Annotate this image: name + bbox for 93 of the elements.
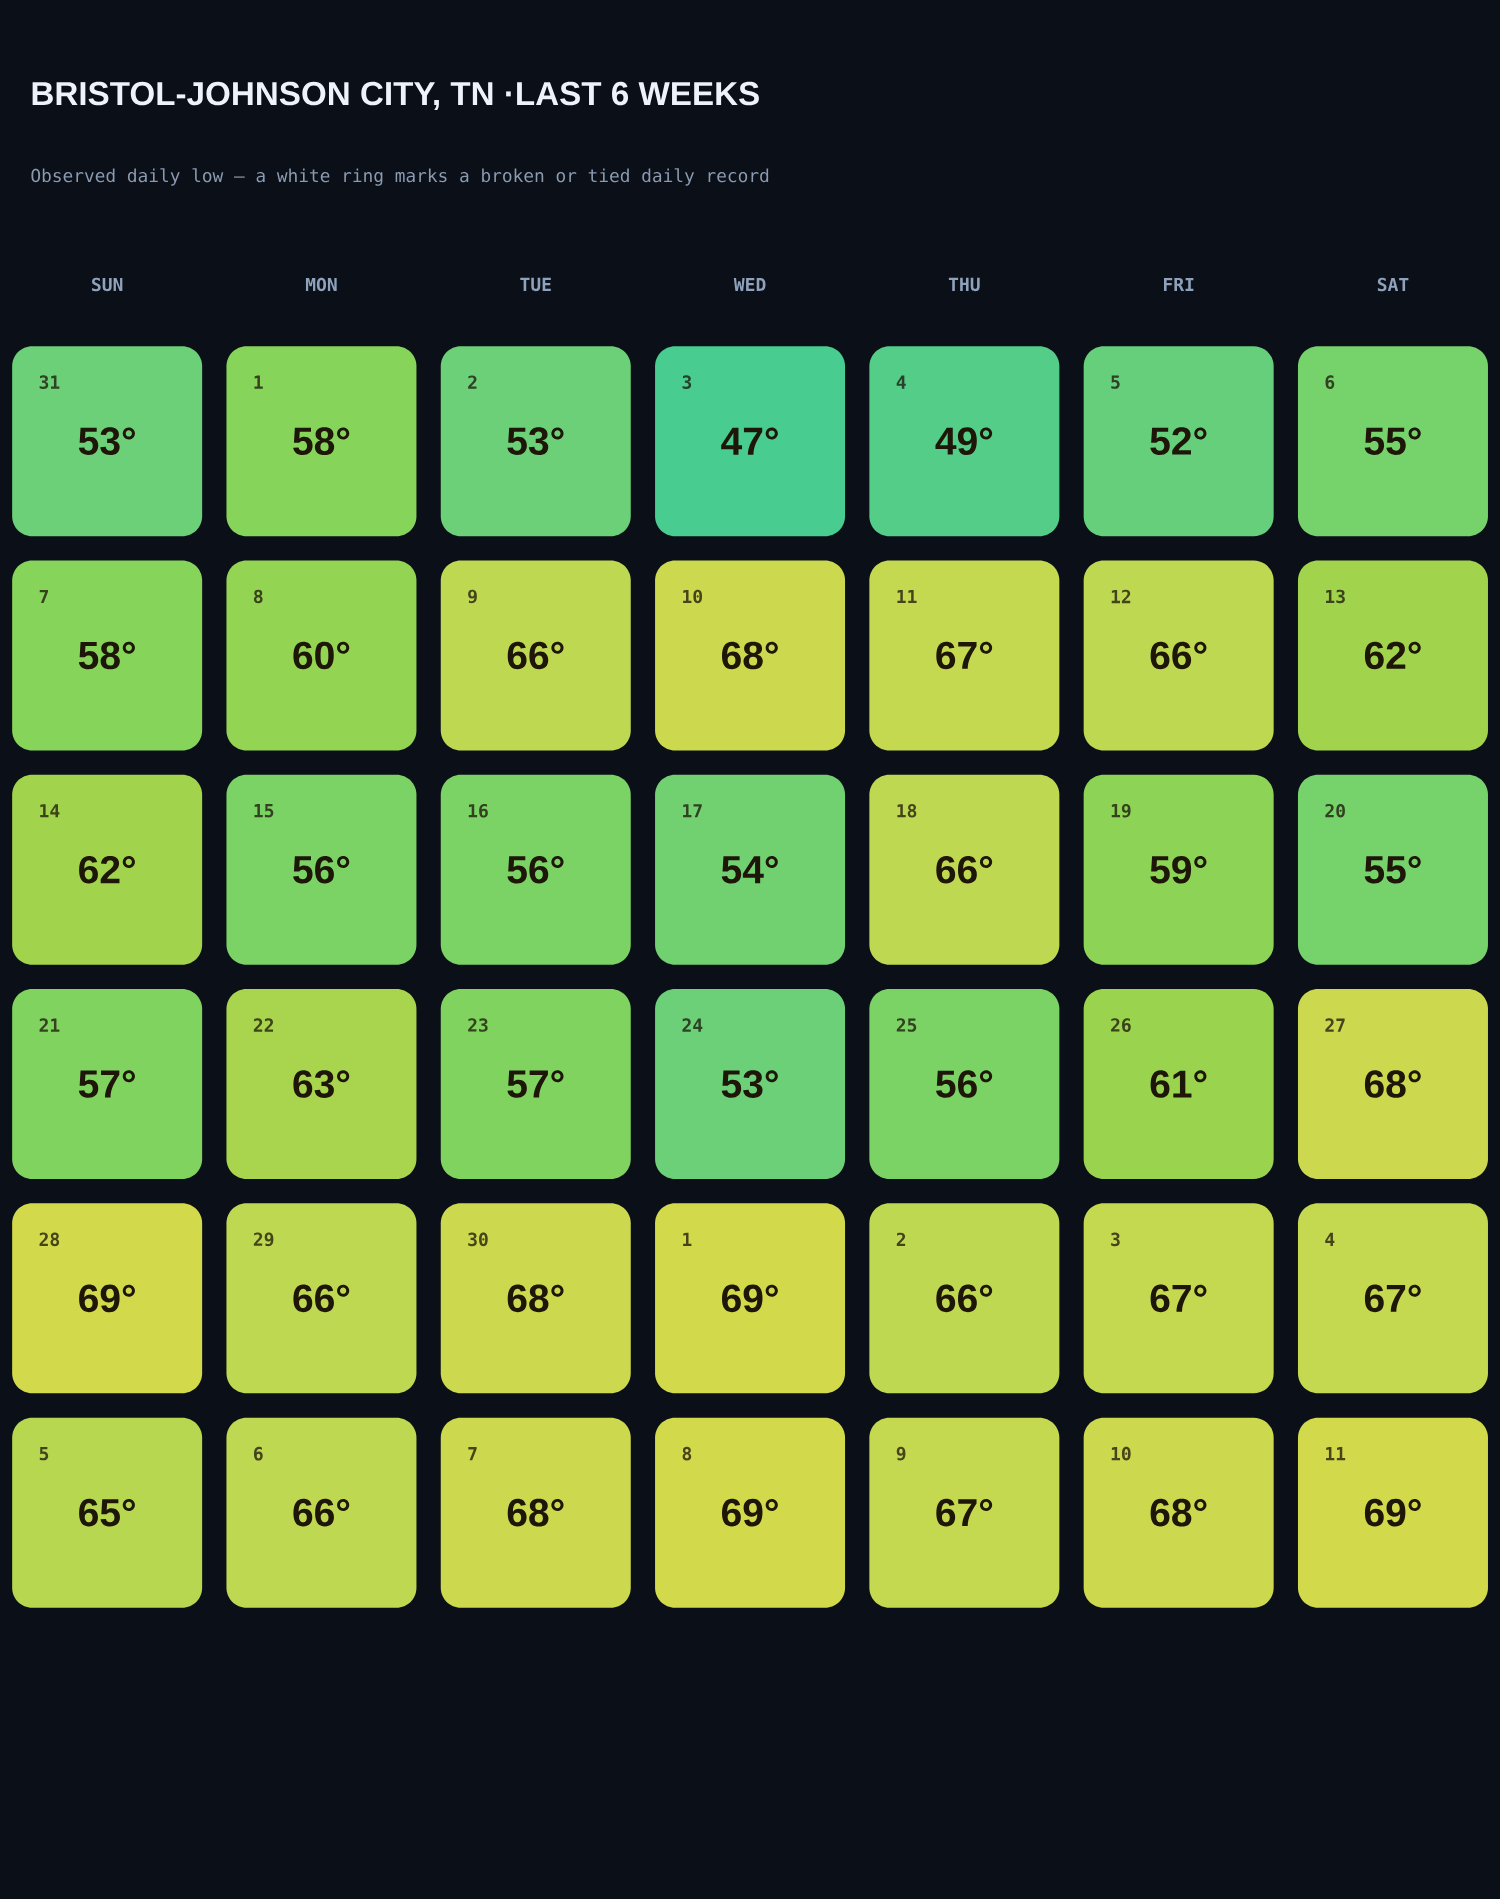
annotation: 8 bbox=[253, 589, 263, 604]
data-label: 57° bbox=[507, 1070, 564, 1098]
data-label: 56° bbox=[293, 855, 350, 884]
annotation: 5 bbox=[39, 1446, 49, 1461]
data-label: 59° bbox=[1150, 855, 1207, 884]
annotation: 4 bbox=[896, 375, 906, 389]
annotation: 29 bbox=[253, 1232, 274, 1247]
data-label: 53° bbox=[721, 1070, 778, 1098]
data-label: 56° bbox=[507, 855, 564, 884]
annotation: 17 bbox=[683, 804, 702, 818]
annotation: 3 bbox=[682, 375, 692, 389]
annotation: 2 bbox=[468, 375, 477, 389]
data-label: 47° bbox=[721, 427, 778, 455]
annotation: 27 bbox=[1325, 1018, 1345, 1032]
chart-title: BRISTOL-JOHNSON CITY, TN ·LAST 6 WEEKS bbox=[32, 81, 759, 111]
annotation: 15 bbox=[254, 804, 274, 818]
data-label: 67° bbox=[1364, 1284, 1421, 1313]
x-tick-label: MON bbox=[305, 277, 337, 292]
annotation: 5 bbox=[1111, 375, 1120, 389]
annotation: 12 bbox=[1111, 589, 1131, 604]
data-label: 56° bbox=[936, 1070, 993, 1098]
annotation: 21 bbox=[39, 1018, 60, 1032]
data-label: 61° bbox=[1150, 1070, 1207, 1098]
annotation: 1 bbox=[254, 375, 263, 389]
data-label: 60° bbox=[293, 641, 350, 670]
data-label: 62° bbox=[1364, 641, 1421, 670]
data-label: 68° bbox=[507, 1284, 564, 1313]
annotation: 9 bbox=[468, 589, 477, 604]
data-label: 66° bbox=[507, 641, 564, 670]
data-label: 66° bbox=[936, 855, 993, 884]
annotation: 4 bbox=[1325, 1232, 1335, 1246]
data-label: 53° bbox=[507, 427, 564, 455]
annotation: 9 bbox=[896, 1446, 906, 1461]
annotation: 24 bbox=[682, 1018, 703, 1032]
annotation: 8 bbox=[682, 1446, 692, 1461]
annotation: 2 bbox=[896, 1232, 906, 1247]
data-label: 55° bbox=[1364, 856, 1421, 884]
annotation: 1 bbox=[683, 1232, 692, 1246]
annotation: 3 bbox=[1111, 1232, 1120, 1247]
x-tick-label: TUE bbox=[520, 277, 551, 292]
data-label: 66° bbox=[293, 1284, 350, 1313]
data-label: 69° bbox=[1364, 1498, 1421, 1527]
data-label: 68° bbox=[722, 641, 778, 670]
data-label: 63° bbox=[293, 1070, 350, 1098]
data-label: 66° bbox=[936, 1284, 993, 1313]
annotation: 18 bbox=[897, 803, 917, 818]
x-tick-label: SAT bbox=[1377, 277, 1409, 292]
data-label: 68° bbox=[1364, 1070, 1421, 1098]
x-tick-label: WED bbox=[733, 277, 766, 292]
data-label: 49° bbox=[935, 427, 993, 455]
data-label: 65° bbox=[79, 1498, 135, 1527]
data-label: 66° bbox=[1150, 641, 1207, 670]
annotation: 26 bbox=[1111, 1018, 1131, 1032]
data-label: 58° bbox=[78, 641, 135, 670]
annotation: 6 bbox=[1325, 375, 1335, 389]
data-label: 57° bbox=[78, 1070, 135, 1098]
annotation: 28 bbox=[39, 1232, 60, 1247]
annotation: 10 bbox=[683, 589, 703, 604]
data-label: 68° bbox=[507, 1498, 564, 1527]
x-tick-label: FRI bbox=[1164, 277, 1194, 292]
data-label: 54° bbox=[721, 856, 778, 884]
annotation: 7 bbox=[468, 1447, 477, 1461]
annotation: 7 bbox=[39, 589, 49, 604]
annotation: 11 bbox=[897, 589, 917, 604]
data-label: 52° bbox=[1150, 427, 1207, 455]
annotation: 22 bbox=[253, 1018, 274, 1032]
data-label: 68° bbox=[1150, 1498, 1207, 1527]
annotation: 30 bbox=[468, 1232, 488, 1247]
annotation: 11 bbox=[1326, 1447, 1346, 1461]
x-tick-label: SUN bbox=[92, 277, 123, 292]
chart-subtitle: Observed daily low — a white ring marks a broken or tied daily record bbox=[31, 168, 769, 186]
annotation: 31 bbox=[39, 375, 60, 389]
annotation: 20 bbox=[1325, 803, 1345, 818]
data-label: 69° bbox=[722, 1284, 778, 1313]
data-label: 58° bbox=[293, 427, 350, 455]
annotation: 23 bbox=[468, 1018, 488, 1032]
annotation: 16 bbox=[468, 803, 488, 818]
annotation: 25 bbox=[896, 1018, 917, 1032]
annotation: 10 bbox=[1111, 1446, 1131, 1461]
data-label: 53° bbox=[78, 427, 135, 455]
data-label: 55° bbox=[1364, 427, 1421, 455]
data-label: 67° bbox=[936, 1498, 993, 1527]
annotation: 6 bbox=[254, 1446, 263, 1461]
data-label: 67° bbox=[1150, 1284, 1207, 1313]
data-label: 69° bbox=[79, 1284, 135, 1313]
data-label: 69° bbox=[722, 1498, 778, 1527]
annotation: 14 bbox=[40, 804, 60, 818]
data-label: 66° bbox=[293, 1498, 350, 1527]
x-tick-label: THU bbox=[948, 277, 980, 292]
annotation: 13 bbox=[1326, 589, 1345, 604]
data-label: 62° bbox=[79, 855, 135, 884]
annotation: 19 bbox=[1111, 803, 1131, 818]
data-label: 67° bbox=[936, 641, 993, 670]
